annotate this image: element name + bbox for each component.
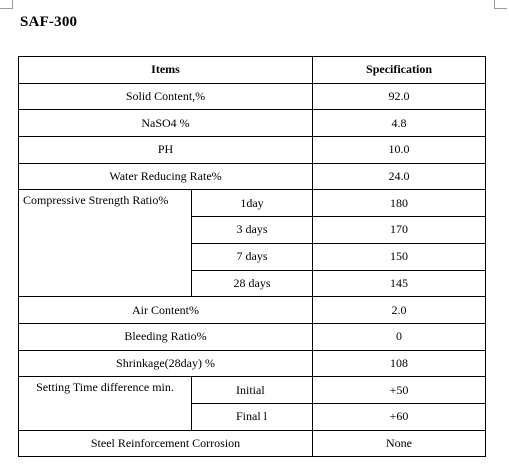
- sub-item-cell: Initial: [190, 376, 314, 404]
- value-cell: 24.0: [312, 162, 487, 191]
- value-cell: 10.0: [312, 136, 487, 164]
- value-cell: +50: [312, 376, 487, 404]
- item-cell: NaSO4 %: [17, 109, 314, 138]
- table-row: 7 days 150: [19, 242, 487, 271]
- item-cell: Bleeding Ratio%: [17, 322, 314, 351]
- value-cell: 4.8: [312, 109, 487, 138]
- table-row: Compressive Strength Ratio% 1day 180: [18, 189, 487, 298]
- sub-item-cell: 3 days: [190, 216, 314, 244]
- table-row: Shrinkage(28day) % 108: [17, 349, 487, 378]
- value-cell: 145: [312, 269, 487, 298]
- item-cell: PH: [17, 136, 314, 164]
- table-row: Setting Time difference min. Initial +50: [18, 376, 487, 431]
- table-row: Bleeding Ratio% 0: [17, 322, 487, 351]
- item-cell: Air Content%: [17, 296, 314, 324]
- specification-header: Specification: [312, 56, 487, 84]
- sub-item-cell: Final l: [190, 402, 314, 431]
- value-cell: +60: [312, 402, 487, 431]
- table-row: Steel Reinforcement Corrosion None: [17, 429, 487, 458]
- sub-item-cell: 7 days: [190, 242, 314, 271]
- items-header: Items: [17, 56, 314, 84]
- table-row: 3 days 170: [19, 216, 487, 244]
- table-header-row: Items Specification: [17, 56, 487, 84]
- page-corner-mark-left: [0, 0, 13, 9]
- item-cell: Water Reducing Rate%: [17, 162, 314, 191]
- page-corner-mark-right: [494, 0, 507, 9]
- item-cell: Solid Content,%: [17, 82, 314, 111]
- value-cell: None: [312, 429, 487, 458]
- setting-time-label: Setting Time difference min.: [18, 376, 192, 431]
- value-cell: 180: [312, 189, 487, 218]
- specification-table: Items Specification Solid Content,% 92.0…: [17, 56, 487, 458]
- value-cell: 92.0: [312, 82, 487, 111]
- compressive-strength-label: Compressive Strength Ratio%: [18, 189, 192, 298]
- table-row: 28 days 145: [19, 269, 487, 298]
- table-row: NaSO4 % 4.8: [17, 109, 487, 138]
- table-row: Water Reducing Rate% 24.0: [17, 162, 487, 191]
- value-cell: 170: [312, 216, 487, 244]
- table-row: Final l +60: [19, 402, 487, 431]
- value-cell: 150: [312, 242, 487, 271]
- item-cell: Shrinkage(28day) %: [17, 349, 314, 378]
- value-cell: 2.0: [312, 296, 487, 324]
- table-row: Air Content% 2.0: [17, 296, 487, 324]
- table-row: Solid Content,% 92.0: [17, 82, 487, 111]
- table-row: PH 10.0: [17, 136, 487, 164]
- item-cell: Steel Reinforcement Corrosion: [17, 429, 314, 458]
- sub-item-cell: 28 days: [190, 269, 314, 298]
- value-cell: 108: [312, 349, 487, 378]
- value-cell: 0: [312, 322, 487, 351]
- sub-item-cell: 1day: [190, 189, 314, 218]
- document-title: SAF-300: [20, 14, 78, 30]
